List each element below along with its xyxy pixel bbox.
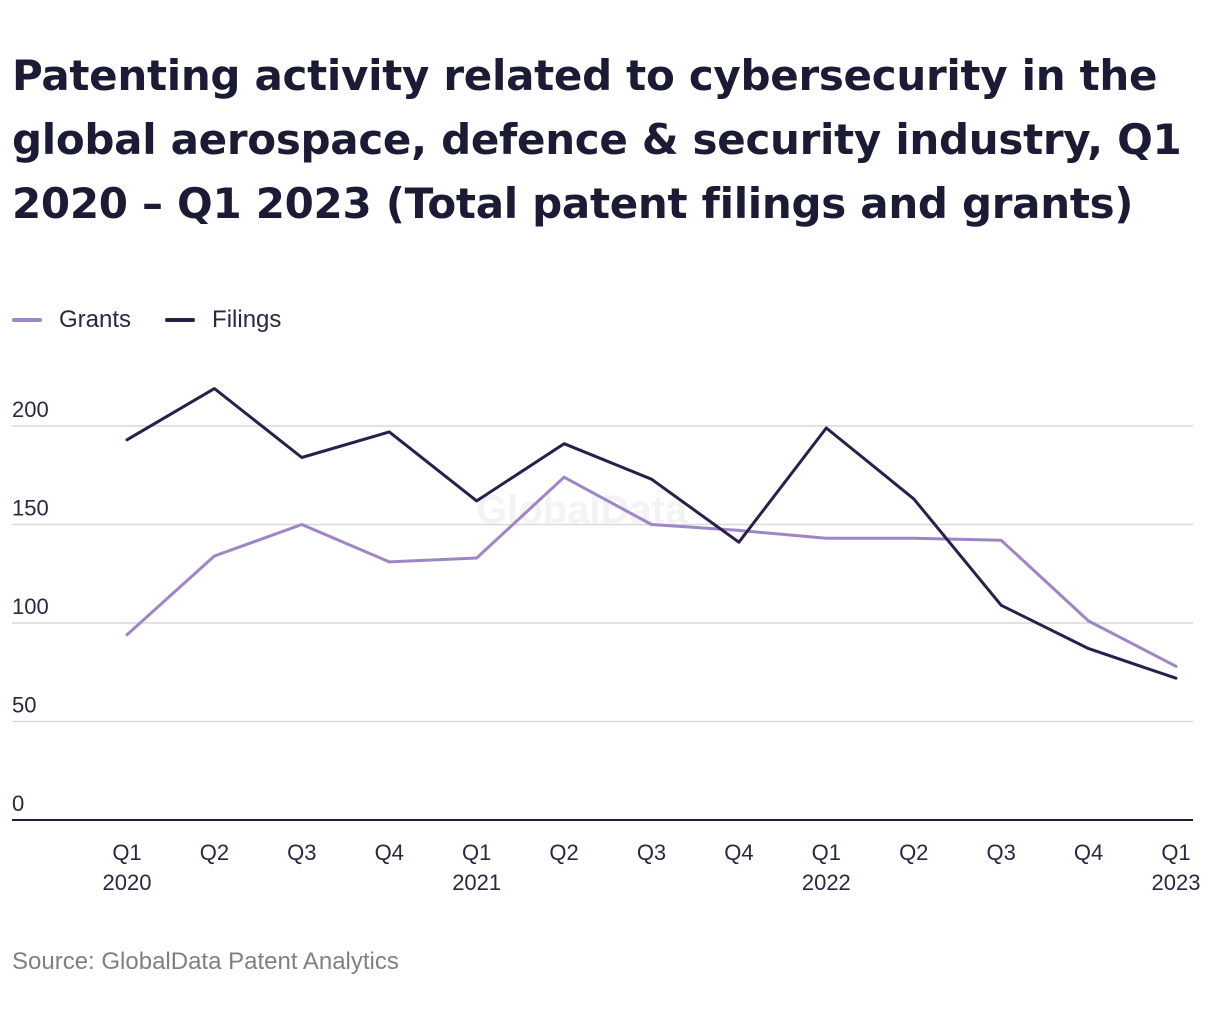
legend-swatch-grants bbox=[12, 318, 42, 322]
legend-label-grants: Grants bbox=[59, 306, 132, 333]
x-tick-label-quarter: Q3 bbox=[637, 840, 666, 865]
series-line-filings bbox=[125, 387, 1178, 680]
chart-title: Patenting activity related to cybersecur… bbox=[12, 51, 1182, 228]
x-tick-label-year: 2021 bbox=[452, 870, 501, 895]
y-tick-label-0: 0 bbox=[12, 791, 24, 816]
y-tick-label-150: 150 bbox=[12, 496, 49, 521]
y-tick-label-200: 200 bbox=[12, 397, 49, 422]
x-tick-label-year: 2020 bbox=[103, 870, 152, 895]
x-tick-label-year: 2022 bbox=[802, 870, 851, 895]
x-tick-label-quarter: Q4 bbox=[1074, 840, 1103, 865]
y-tick-label-50: 50 bbox=[12, 693, 36, 718]
x-tick-label-quarter: Q4 bbox=[724, 840, 753, 865]
x-tick-label-quarter: Q1 bbox=[462, 840, 491, 865]
x-tick-label-quarter: Q1 bbox=[812, 840, 841, 865]
x-tick-label-quarter: Q2 bbox=[899, 840, 928, 865]
x-tick-label-year: 2023 bbox=[1152, 870, 1201, 895]
legend-swatch-filings bbox=[165, 318, 196, 322]
x-tick-label-quarter: Q2 bbox=[200, 840, 229, 865]
line-chart: 0 50 100 150 200 Q1 2020 Q2 Q3 Q4 Q1 2021 Q2 Q3 Q4 Q1 20… bbox=[12, 387, 1201, 895]
legend: Grants Filings bbox=[12, 306, 315, 334]
legend-item-grants: Grants bbox=[12, 306, 131, 334]
x-tick-label-quarter: Q1 bbox=[112, 840, 141, 865]
x-tick-label-quarter: Q3 bbox=[287, 840, 316, 865]
x-tick-label-quarter: Q2 bbox=[549, 840, 578, 865]
legend-item-filings: Filings bbox=[165, 306, 281, 334]
legend-label-filings: Filings bbox=[212, 306, 282, 333]
series-line-grants bbox=[125, 475, 1178, 668]
x-tick-label-quarter: Q3 bbox=[986, 840, 1015, 865]
y-tick-label-100: 100 bbox=[12, 594, 49, 619]
x-tick-label-quarter: Q4 bbox=[375, 840, 404, 865]
source-note: Source: GlobalData Patent Analytics bbox=[12, 948, 399, 975]
x-tick-label-quarter: Q1 bbox=[1161, 840, 1190, 865]
